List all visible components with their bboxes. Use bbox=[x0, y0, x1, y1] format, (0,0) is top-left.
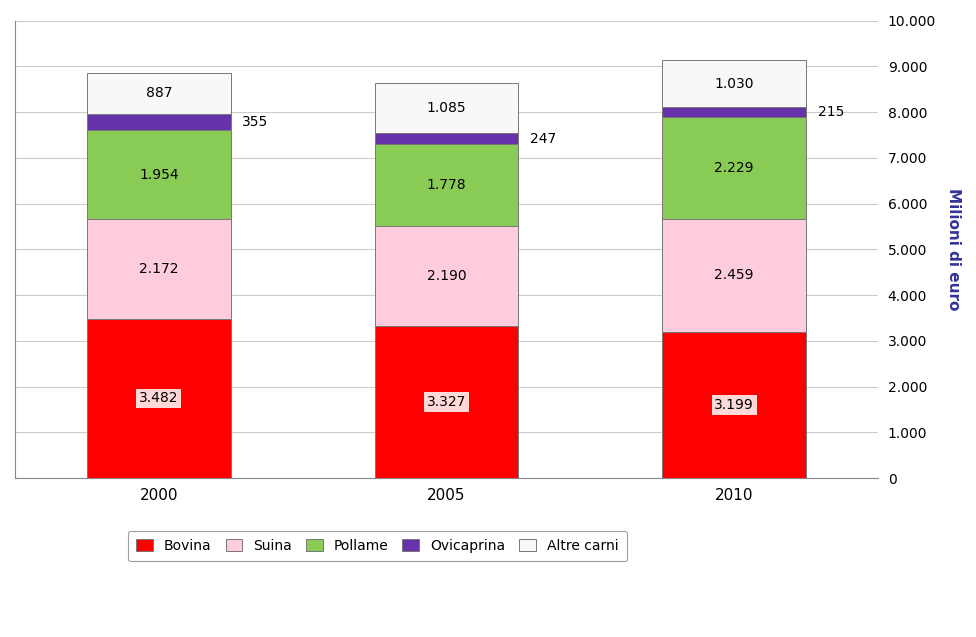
Bar bbox=[663, 219, 806, 332]
Text: 3.327: 3.327 bbox=[427, 395, 467, 409]
Text: 1.778: 1.778 bbox=[427, 178, 467, 192]
Text: 2.172: 2.172 bbox=[140, 262, 179, 276]
Bar bbox=[663, 117, 806, 219]
Bar bbox=[663, 108, 806, 117]
Bar bbox=[375, 326, 518, 478]
Text: 1.030: 1.030 bbox=[714, 77, 753, 91]
Bar bbox=[663, 61, 806, 108]
Bar bbox=[663, 332, 806, 478]
Text: 247: 247 bbox=[530, 132, 556, 146]
Bar bbox=[375, 144, 518, 225]
Bar bbox=[375, 133, 518, 144]
Bar bbox=[375, 83, 518, 133]
Bar bbox=[87, 73, 230, 113]
Text: 2.229: 2.229 bbox=[714, 161, 753, 175]
Legend: Bovina, Suina, Pollame, Ovicaprina, Altre carni: Bovina, Suina, Pollame, Ovicaprina, Altr… bbox=[128, 531, 627, 561]
Text: 2.190: 2.190 bbox=[427, 269, 467, 283]
Text: 355: 355 bbox=[242, 115, 268, 129]
Text: 887: 887 bbox=[145, 87, 172, 101]
Bar bbox=[87, 219, 230, 318]
Bar bbox=[87, 318, 230, 478]
Bar bbox=[87, 113, 230, 130]
Text: 3.482: 3.482 bbox=[140, 391, 179, 405]
Text: 215: 215 bbox=[818, 105, 844, 119]
Text: 1.085: 1.085 bbox=[427, 101, 467, 115]
Text: 1.954: 1.954 bbox=[139, 168, 179, 182]
Bar bbox=[375, 225, 518, 326]
Text: 2.459: 2.459 bbox=[714, 268, 753, 282]
Bar bbox=[87, 130, 230, 219]
Text: 3.199: 3.199 bbox=[714, 398, 754, 412]
Y-axis label: Milioni di euro: Milioni di euro bbox=[946, 188, 961, 310]
